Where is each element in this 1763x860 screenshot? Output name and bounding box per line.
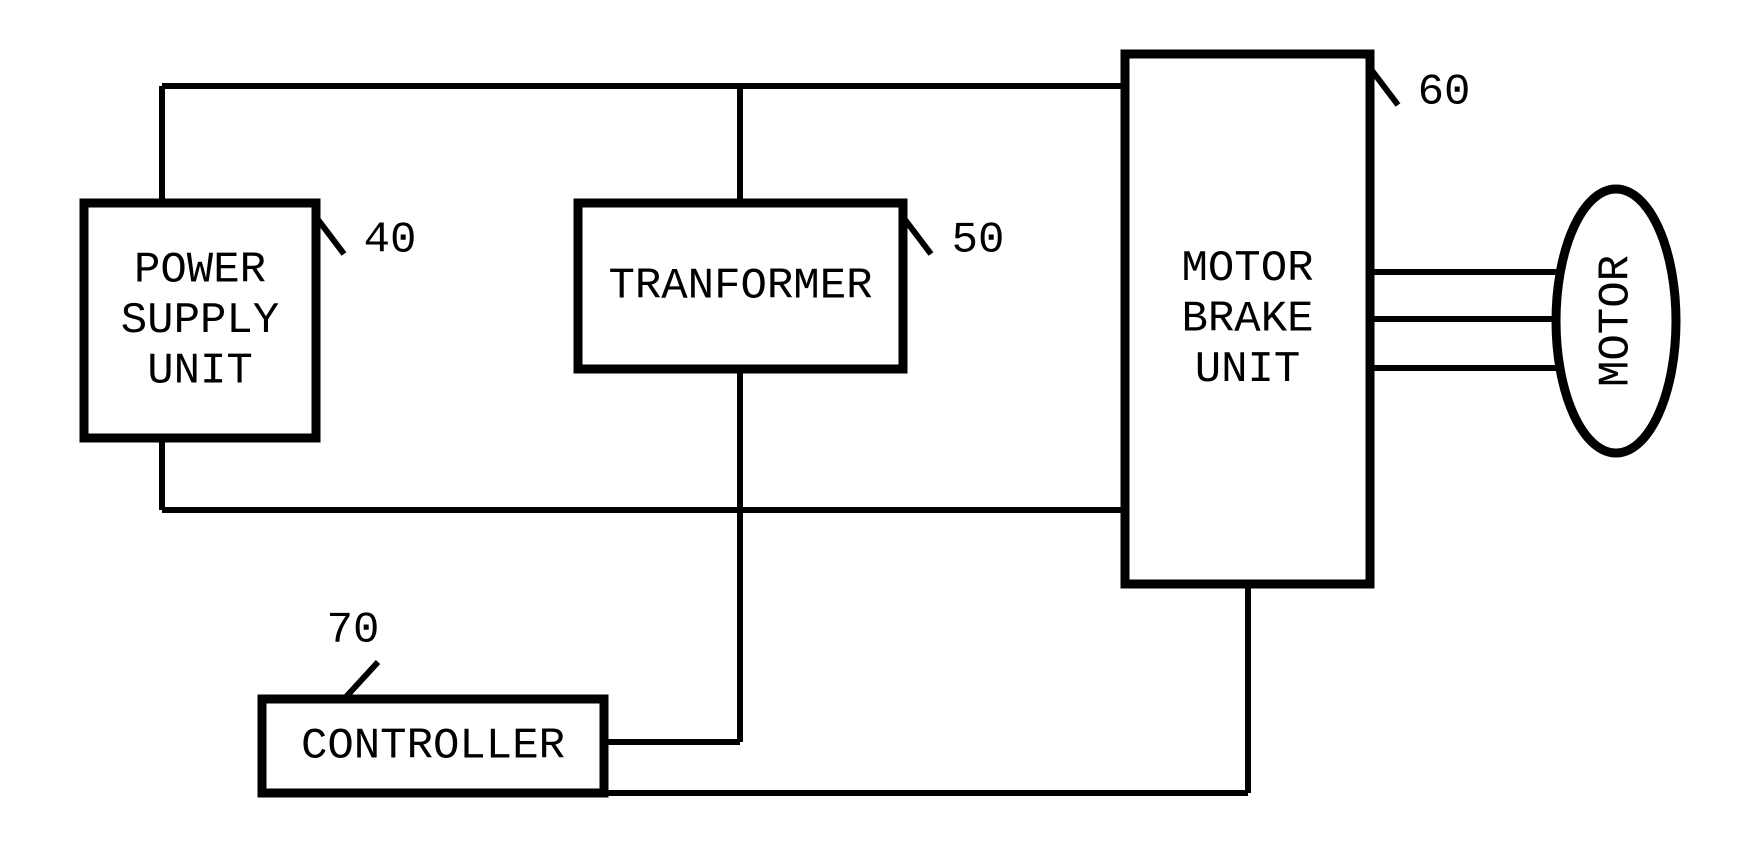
motor-label: MOTOR xyxy=(1592,255,1642,387)
motor-brake-label: UNIT xyxy=(1195,345,1301,395)
ref-70: 70 xyxy=(327,606,380,656)
motor-brake-label: MOTOR xyxy=(1181,244,1313,294)
block-diagram: POWERSUPPLYUNITTRANFORMERMOTORBRAKEUNITC… xyxy=(0,0,1763,860)
ref-40: 40 xyxy=(364,216,417,266)
transformer-label: TRANFORMER xyxy=(608,262,872,312)
power-supply-label: UNIT xyxy=(147,347,253,397)
ref-60: 60 xyxy=(1418,68,1471,118)
power-supply-label: SUPPLY xyxy=(121,296,279,346)
tick-ctrl_ref xyxy=(345,662,378,698)
ref-50: 50 xyxy=(952,216,1005,266)
motor-brake-label: BRAKE xyxy=(1181,295,1313,345)
power-supply-label: POWER xyxy=(134,246,266,296)
controller-label: CONTROLLER xyxy=(301,722,565,772)
